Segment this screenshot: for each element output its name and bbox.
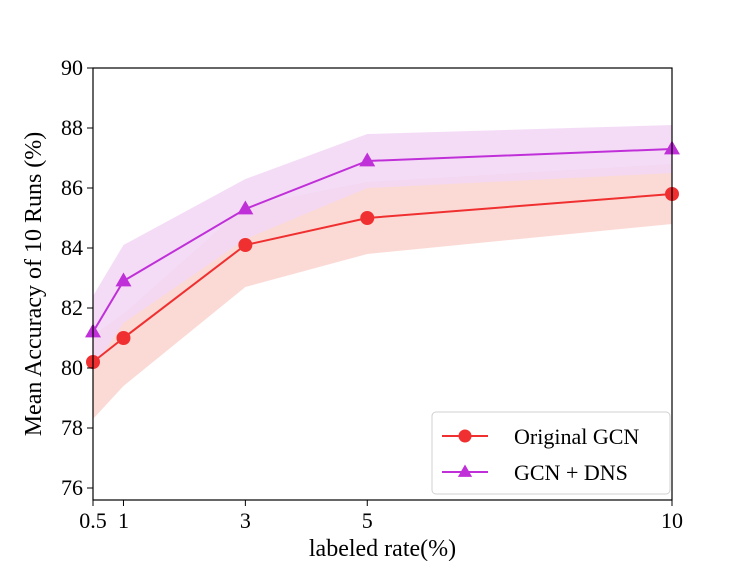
legend-label-gcn-dns: GCN + DNS <box>514 460 628 485</box>
legend: Original GCN GCN + DNS <box>431 411 671 495</box>
y-tick-label: 76 <box>61 475 83 500</box>
y-tick-label: 90 <box>61 55 83 80</box>
x-tick-label: 1 <box>118 508 129 533</box>
legend-marker-gcn-dns <box>457 464 473 477</box>
y-axis-label: Mean Accuracy of 10 Runs (%) <box>21 132 47 437</box>
y-tick-label: 86 <box>61 175 83 200</box>
y-tick-label: 82 <box>61 295 83 320</box>
x-tick-label: 5 <box>362 508 373 533</box>
legend-label-original-gcn: Original GCN <box>514 424 639 449</box>
band-original-gcn <box>93 164 672 419</box>
point-gcn-dns-2 <box>237 200 254 215</box>
x-tick-label: 3 <box>240 508 251 533</box>
legend-box <box>431 411 671 495</box>
point-gcn-dns-3 <box>359 152 376 167</box>
point-original-gcn-1 <box>116 331 131 345</box>
legend-marker-original-gcn <box>458 429 472 443</box>
x-tick-label: 10 <box>661 508 683 533</box>
x-axis-ticks: 0.5 1 3 5 10 <box>79 500 683 533</box>
band-gcn-dns <box>93 125 672 368</box>
x-tick-label: 0.5 <box>79 508 107 533</box>
x-axis-label: labeled rate(%) <box>309 536 456 561</box>
plot-frame <box>92 67 673 501</box>
point-original-gcn-2 <box>238 238 253 252</box>
confidence-bands <box>93 125 672 419</box>
y-tick-label: 84 <box>61 235 83 260</box>
point-original-gcn-3 <box>360 211 375 225</box>
y-tick-label: 80 <box>61 355 83 380</box>
point-gcn-dns-1 <box>115 272 132 287</box>
y-axis-ticks: 76 78 80 82 84 86 88 90 <box>61 55 93 500</box>
y-tick-label: 78 <box>61 415 83 440</box>
y-tick-label: 88 <box>61 115 83 140</box>
